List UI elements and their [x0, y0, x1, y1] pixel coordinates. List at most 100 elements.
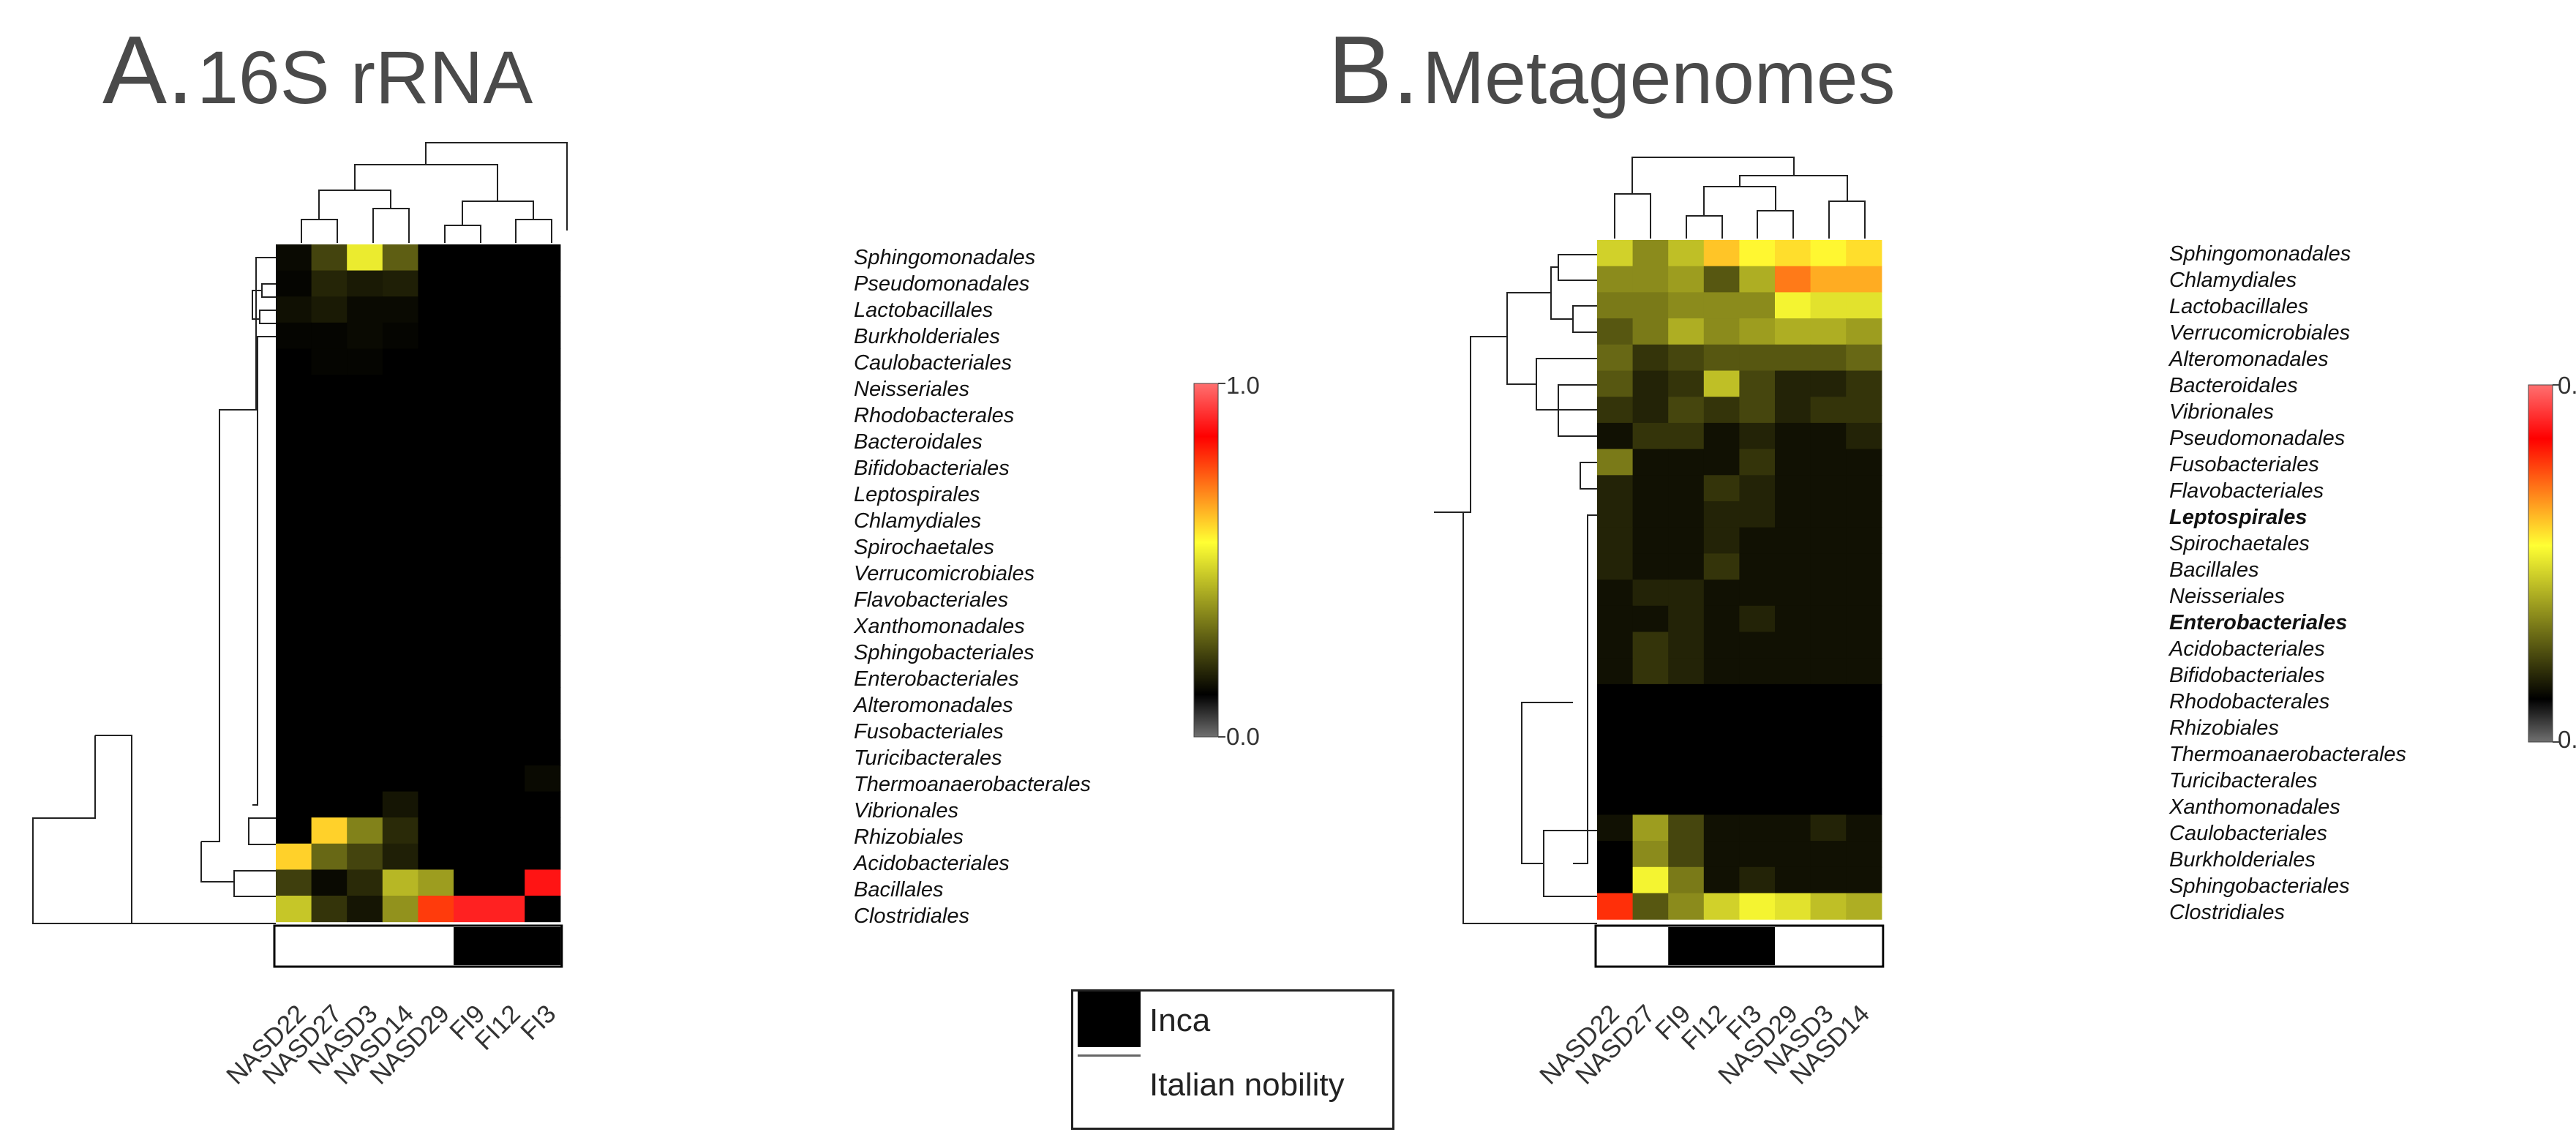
heatmap-cell-b-5-7 [1846, 370, 1882, 397]
heatmap-cell-a-0-6 [489, 244, 525, 271]
heatmap-cell-b-0-4 [1739, 240, 1776, 267]
heatmap-cell-b-14-4 [1739, 605, 1776, 633]
heatmap-cell-b-10-6 [1810, 501, 1847, 528]
heatmap-cell-b-0-5 [1775, 240, 1811, 267]
colorbar-tick-label-b: 0.3 [2558, 372, 2576, 399]
group-bar-segment-a-6 [489, 927, 525, 965]
row-label-b: Spirochaetales [2169, 532, 2310, 555]
group-bar-segment-a-4 [418, 927, 454, 965]
heatmap-cell-b-3-3 [1703, 318, 1740, 345]
heatmap-cell-a-20-7 [525, 765, 561, 792]
heatmap-cell-a-11-3 [382, 531, 418, 558]
dendrogram-branch-b-11 [1434, 336, 1507, 513]
heatmap-cell-a-14-6 [489, 609, 525, 636]
heatmap-cell-b-20-4 [1739, 762, 1776, 790]
colorbar-tick-label-b: 0.0 [2558, 726, 2576, 753]
heatmap-cell-b-4-6 [1810, 344, 1847, 372]
heatmap-cell-b-6-5 [1775, 397, 1811, 424]
heatmap-cell-b-25-5 [1775, 893, 1811, 920]
heatmap-cell-b-15-4 [1739, 632, 1776, 659]
heatmap-cell-a-22-5 [454, 817, 490, 844]
dendrogram-branch-a-6 [233, 870, 276, 897]
colorbar-tick-label-a: 0.0 [1226, 723, 1260, 750]
heatmap-cell-a-3-1 [311, 322, 348, 349]
heatmap-cell-a-18-7 [525, 713, 561, 740]
heatmap-cell-a-1-6 [489, 270, 525, 297]
heatmap-cell-b-25-6 [1810, 893, 1847, 920]
heatmap-cell-b-25-0 [1597, 893, 1634, 920]
heatmap-cell-b-17-2 [1668, 683, 1705, 711]
dendrogram-branch-b-7 [1543, 830, 1597, 897]
heatmap-cell-a-9-0 [276, 479, 312, 506]
heatmap-cell-a-6-4 [418, 400, 454, 427]
heatmap-cell-b-6-0 [1597, 397, 1634, 424]
colorbar-a [1193, 383, 1219, 738]
heatmap-cell-b-3-6 [1810, 318, 1847, 345]
heatmap-cell-b-16-0 [1597, 658, 1634, 685]
row-label-b: Leptospirales [2169, 506, 2307, 529]
dendrogram-branch-a-10 [32, 735, 132, 924]
row-label-b: Enterobacteriales [2169, 611, 2348, 634]
heatmap-cell-b-10-0 [1597, 501, 1634, 528]
heatmap-cell-b-10-5 [1775, 501, 1811, 528]
heatmap-cell-b-16-7 [1846, 658, 1882, 685]
heatmap-cell-b-18-3 [1703, 710, 1740, 737]
heatmap-cell-b-13-5 [1775, 580, 1811, 607]
heatmap-cell-b-5-1 [1632, 370, 1669, 397]
heatmap-cell-a-13-2 [347, 582, 383, 610]
heatmap-cell-b-0-0 [1597, 240, 1634, 267]
heatmap-cell-a-24-3 [382, 869, 418, 896]
dendrogram-branch-a-8 [201, 409, 247, 842]
heatmap-cell-a-24-1 [311, 869, 348, 896]
heatmap-cell-a-9-7 [525, 479, 561, 506]
heatmap-cell-b-9-4 [1739, 475, 1776, 502]
heatmap-cell-a-14-4 [418, 609, 454, 636]
heatmap-cell-a-0-3 [382, 244, 418, 271]
heatmap-cell-b-2-2 [1668, 292, 1705, 319]
heatmap-cell-a-7-2 [347, 427, 383, 454]
heatmap-cell-b-7-3 [1703, 422, 1740, 450]
heatmap-cell-a-14-1 [311, 609, 348, 636]
heatmap-cell-a-3-4 [418, 322, 454, 349]
heatmap-cell-b-13-0 [1597, 580, 1634, 607]
heatmap-cell-b-5-2 [1668, 370, 1705, 397]
heatmap-cell-a-5-5 [454, 375, 490, 402]
heatmap-cell-a-25-2 [347, 896, 383, 923]
heatmap-cell-b-15-5 [1775, 632, 1811, 659]
heatmap-cell-b-13-3 [1703, 580, 1740, 607]
heatmap-cell-b-20-5 [1775, 762, 1811, 790]
heatmap-cell-a-11-7 [525, 531, 561, 558]
heatmap-cell-a-4-2 [347, 348, 383, 375]
heatmap-cell-a-3-2 [347, 322, 383, 349]
heatmap-cell-b-7-6 [1810, 422, 1847, 450]
heatmap-cell-a-23-4 [418, 843, 454, 870]
heatmap-cell-a-19-0 [276, 739, 312, 766]
group-bar-segment-a-0 [276, 927, 312, 965]
row-label-b: Clostridiales [2169, 901, 2285, 924]
heatmap-cell-a-23-6 [489, 843, 525, 870]
heatmap-cell-b-10-7 [1846, 501, 1882, 528]
heatmap-cell-b-9-2 [1668, 475, 1705, 502]
heatmap-cell-b-10-1 [1632, 501, 1669, 528]
row-label-a: Pseudomonadales [854, 272, 1030, 296]
heatmap-cell-b-21-4 [1739, 788, 1776, 815]
group-bar-segment-b-7 [1846, 927, 1882, 965]
dendrogram-branch-b-17 [1739, 175, 1848, 201]
heatmap-cell-a-23-0 [276, 843, 312, 870]
row-label-b: Alteromonadales [2169, 348, 2329, 371]
dendrogram-branch-a-7 [95, 735, 276, 924]
heatmap-cell-b-12-4 [1739, 553, 1776, 580]
heatmap-cell-b-19-2 [1668, 736, 1705, 763]
heatmap-cell-b-24-7 [1846, 866, 1882, 894]
dendrogram-branch-a-17 [354, 164, 498, 201]
heatmap-cell-b-21-3 [1703, 788, 1740, 815]
heatmap-cell-b-11-6 [1810, 527, 1847, 554]
heatmap-cell-b-5-6 [1810, 370, 1847, 397]
heatmap-cell-a-22-6 [489, 817, 525, 844]
heatmap-cell-a-14-5 [454, 609, 490, 636]
heatmap-cell-a-22-1 [311, 817, 348, 844]
group-bar-segment-a-1 [311, 927, 348, 965]
heatmap-cell-b-23-2 [1668, 841, 1705, 868]
heatmap-cell-b-1-6 [1810, 266, 1847, 293]
heatmap-cell-a-16-6 [489, 661, 525, 688]
